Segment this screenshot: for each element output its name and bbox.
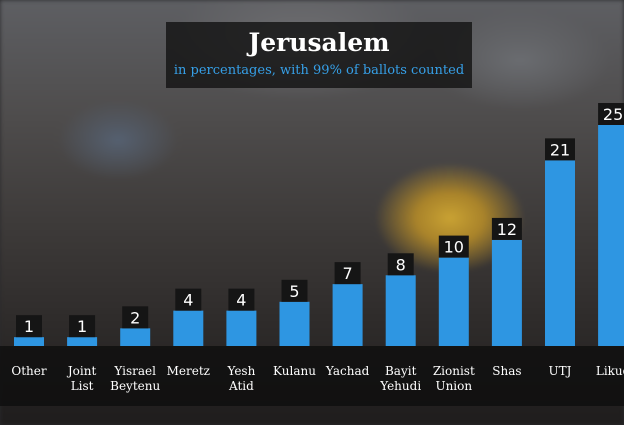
tick-label: Likud — [596, 364, 624, 378]
data-label-box — [281, 279, 308, 302]
data-label-box — [438, 235, 469, 258]
data-label-box — [228, 288, 255, 311]
bar — [226, 310, 257, 346]
bar — [438, 257, 469, 346]
data-label: 1 — [24, 317, 34, 336]
title-box: Jerusalem in percentages, with 99% of ba… — [166, 22, 472, 88]
tick-label: UTJ — [549, 364, 572, 378]
tick-label: Yisrael Beytenu — [110, 364, 160, 393]
tick-label: Yesh Atid — [226, 364, 255, 393]
data-label-box — [598, 103, 624, 125]
data-label: 2 — [130, 308, 140, 327]
data-label: 5 — [289, 282, 299, 301]
data-label: 10 — [444, 238, 464, 257]
bar — [598, 125, 624, 346]
bar — [14, 337, 44, 346]
data-label: 25 — [603, 105, 623, 124]
data-label: 4 — [236, 291, 246, 310]
data-label-box — [387, 253, 414, 276]
data-label-box — [69, 315, 96, 338]
data-label: 7 — [343, 264, 353, 283]
chart-title: Jerusalem — [248, 28, 390, 57]
data-label: 1 — [77, 317, 87, 336]
data-label-box — [491, 217, 522, 240]
data-label-box — [122, 306, 149, 329]
bar — [120, 328, 151, 346]
chart-subtitle: in percentages, with 99% of ballots coun… — [173, 63, 465, 78]
tick-label: Shas — [492, 364, 521, 378]
data-label: 8 — [396, 255, 406, 274]
data-label-box — [334, 262, 361, 285]
tick-label: Meretz — [167, 364, 210, 378]
tick-label: Bayit Yehudi — [379, 364, 421, 393]
tick-label: Other — [11, 364, 46, 378]
data-label: 4 — [183, 291, 193, 310]
tick-label: Joint List — [66, 364, 97, 393]
data-label-box — [175, 288, 202, 311]
data-label: 21 — [550, 140, 570, 159]
bar — [67, 337, 98, 346]
tick-label: Yachad — [325, 364, 370, 378]
data-label-box — [16, 315, 42, 338]
data-label: 12 — [497, 220, 517, 239]
bar — [279, 301, 310, 346]
bar — [385, 275, 416, 346]
tick-label: Kulanu — [273, 364, 316, 378]
axis-label-strip — [0, 346, 624, 406]
data-label-box — [545, 138, 575, 161]
bar — [545, 160, 575, 346]
bar — [332, 284, 363, 346]
bar — [491, 239, 522, 346]
bar — [173, 310, 204, 346]
tick-label: Zionist Union — [433, 364, 475, 393]
